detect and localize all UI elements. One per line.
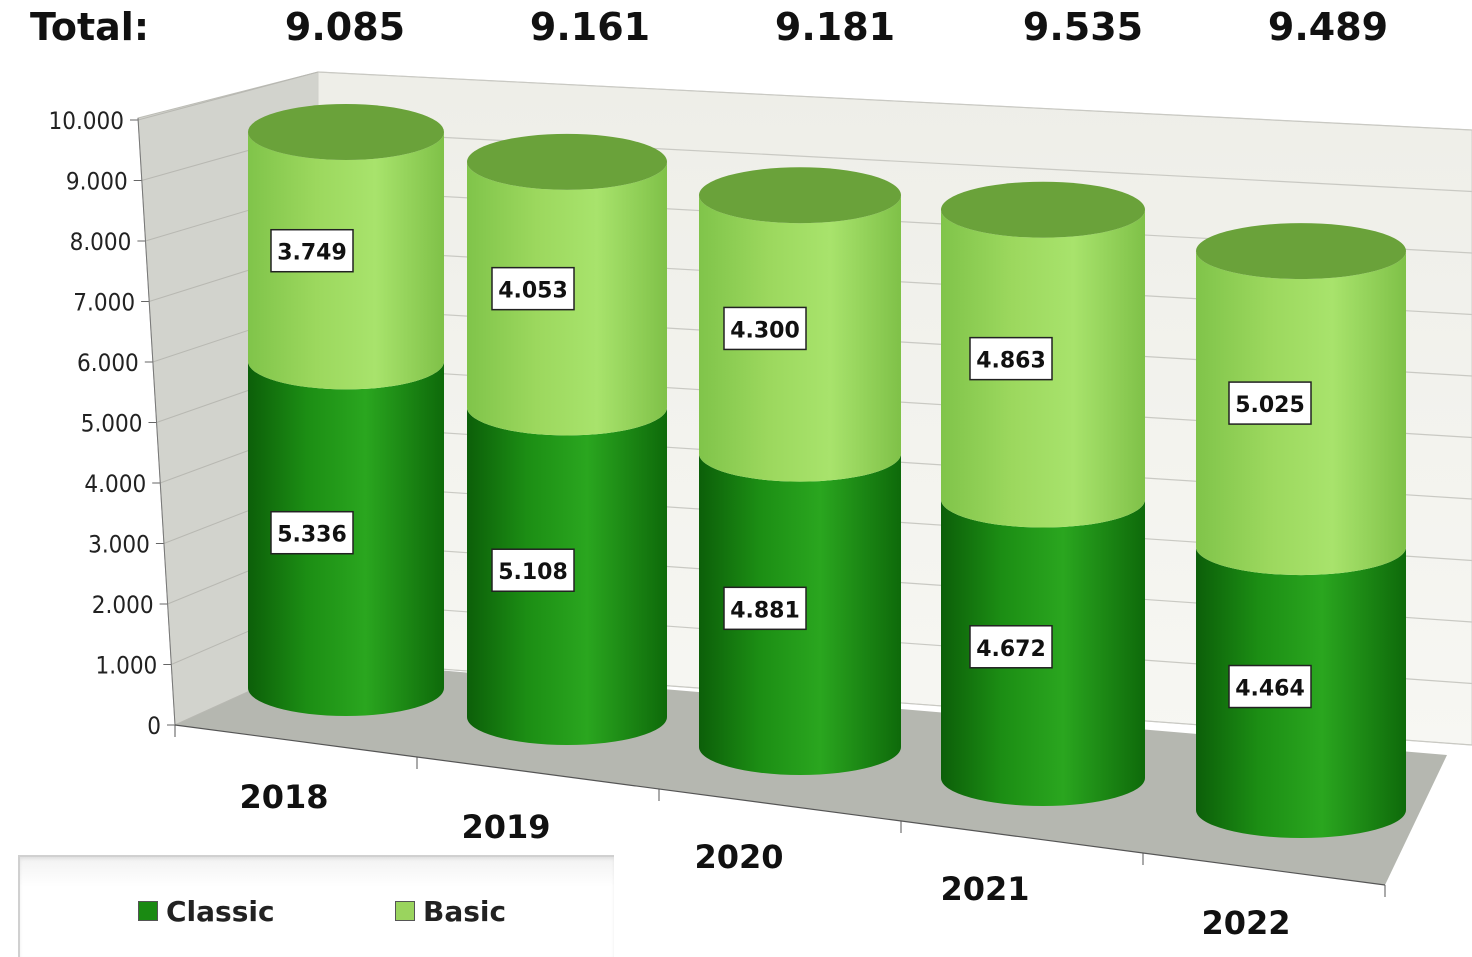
legend-item-basic: Basic bbox=[395, 894, 507, 928]
x-axis: 2018 2019 2020 2021 2022 bbox=[174, 724, 1386, 942]
data-label-classic-2020-box bbox=[723, 586, 807, 631]
data-label-classic-2019-box bbox=[491, 548, 575, 592]
y-axis: 0 1.000 2.000 3.000 4.000 5.000 6.000 7.000 8.00… bbox=[48, 107, 176, 740]
data-label-basic-2018-box bbox=[270, 228, 354, 273]
data-label-classic-2018: 5.336 bbox=[277, 523, 347, 548]
data-label-basic-2019-box bbox=[491, 266, 575, 311]
y-tick-label: 5.000 bbox=[81, 410, 143, 438]
x-tick-label-2018: 2018 bbox=[239, 778, 328, 816]
y-tick-label: 2.000 bbox=[92, 591, 154, 619]
total-label: Total: bbox=[30, 5, 149, 49]
bar-top-cap-2020 bbox=[699, 167, 901, 224]
total-value-2019: 9.161 bbox=[530, 5, 650, 49]
data-label-basic-2020-box bbox=[723, 306, 807, 351]
y-tick-label: 4.000 bbox=[84, 470, 146, 498]
x-axis-line bbox=[174, 724, 1386, 886]
data-label-classic-2022: 4.464 bbox=[1235, 677, 1305, 702]
bar-top-cap-2018 bbox=[248, 103, 444, 160]
x-tick-label-2022: 2022 bbox=[1201, 904, 1290, 942]
y-tick-label: 1.000 bbox=[96, 652, 158, 680]
bar-top-cap-2021 bbox=[941, 181, 1145, 238]
data-label-basic-2019: 4.053 bbox=[498, 279, 568, 304]
data-label-classic-2019: 5.108 bbox=[498, 560, 568, 585]
legend-swatch-classic bbox=[138, 901, 158, 921]
data-label-basic-2018: 3.749 bbox=[277, 241, 347, 266]
data-label-basic-2022: 5.025 bbox=[1235, 393, 1305, 418]
total-value-2020: 9.181 bbox=[775, 5, 895, 49]
data-label-basic-2021-box bbox=[969, 336, 1053, 381]
data-label-classic-2021: 4.672 bbox=[976, 637, 1046, 662]
data-label-basic-2021: 4.863 bbox=[976, 349, 1046, 374]
x-tick-label-2019: 2019 bbox=[461, 808, 550, 846]
legend-item-classic: Classic bbox=[138, 894, 275, 928]
data-label-classic-2018-box bbox=[270, 510, 354, 555]
y-tick-label: 0 bbox=[147, 712, 161, 740]
y-tick-label: 8.000 bbox=[70, 228, 132, 256]
data-label-classic-2020: 4.881 bbox=[730, 598, 800, 623]
data-label-classic-2022-box bbox=[1228, 664, 1312, 709]
y-tick-label: 9.000 bbox=[66, 168, 128, 196]
total-value-2021: 9.535 bbox=[1023, 5, 1143, 49]
gridline-back bbox=[317, 71, 1472, 131]
x-tick-label-2021: 2021 bbox=[940, 870, 1029, 908]
data-label-classic-2021-box bbox=[969, 625, 1053, 669]
gridline-side bbox=[137, 71, 319, 121]
legend-label-basic: Basic bbox=[423, 894, 507, 928]
x-tick-label-2020: 2020 bbox=[694, 838, 783, 876]
data-label-basic-2020: 4.300 bbox=[730, 318, 800, 343]
data-label-basic-2022-box bbox=[1228, 381, 1312, 425]
data-labels: 5.336 3.749 5.108 4.053 4.881 4.300 4.672 4.863… bbox=[270, 228, 1312, 709]
y-tick-label: 6.000 bbox=[77, 349, 139, 377]
y-tick-label: 3.000 bbox=[88, 531, 150, 559]
y-axis-line bbox=[137, 117, 176, 726]
totals-row: Total: 9.085 9.161 9.181 9.535 9.489 bbox=[30, 5, 1388, 49]
legend-label-classic: Classic bbox=[166, 894, 275, 928]
total-value-2018: 9.085 bbox=[285, 5, 405, 49]
legend-swatch-basic bbox=[395, 901, 415, 921]
total-value-2022: 9.489 bbox=[1268, 5, 1388, 49]
bar-top-cap-2022 bbox=[1196, 223, 1406, 280]
y-tick-label: 7.000 bbox=[73, 289, 135, 317]
y-tick-label: 10.000 bbox=[48, 107, 124, 135]
legend: Classic Basic bbox=[18, 855, 614, 957]
bar-top-cap-2019 bbox=[467, 133, 667, 190]
